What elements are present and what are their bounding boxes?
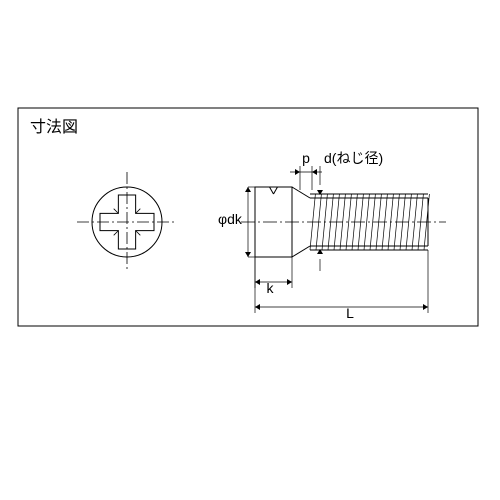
label-phidk: φdk: [218, 211, 243, 227]
diagram-canvas: 寸法図 φdk k p d(ねじ径) L: [0, 0, 500, 500]
label-L: L: [346, 305, 354, 321]
label-k: k: [267, 280, 275, 296]
label-p: p: [302, 150, 310, 166]
diagram-title: 寸法図: [30, 118, 78, 136]
label-d: d(ねじ径): [324, 150, 383, 166]
